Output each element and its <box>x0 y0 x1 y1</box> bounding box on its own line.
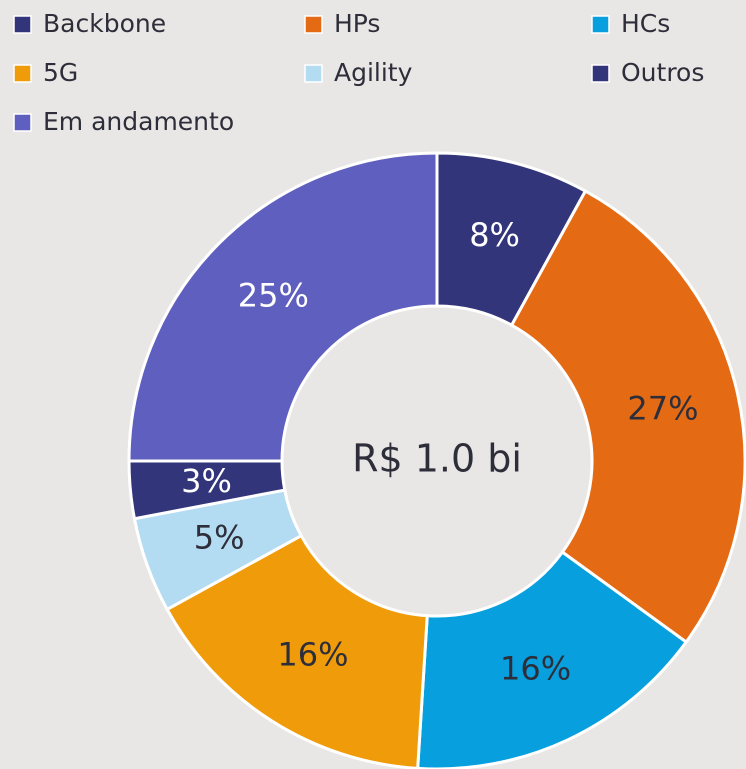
center-label: R$ 1.0 bi <box>352 437 522 481</box>
legend-label: Em andamento <box>43 107 234 136</box>
legend-swatch <box>591 64 610 83</box>
slice <box>509 189 746 645</box>
slice <box>127 151 439 463</box>
slice-label: 25% <box>238 276 309 314</box>
legend-swatch <box>304 15 323 34</box>
slice-label: 27% <box>627 389 698 427</box>
slice-label: 3% <box>181 462 232 500</box>
legend-swatch <box>13 64 32 83</box>
legend-label: HPs <box>334 9 380 38</box>
legend-label: 5G <box>43 58 78 87</box>
slice-label: 16% <box>500 649 571 687</box>
slice-label: 16% <box>277 635 348 673</box>
legend-label: Outros <box>621 58 704 87</box>
legend-swatch <box>304 64 323 83</box>
slice-label: 5% <box>194 518 245 556</box>
legend-swatch <box>591 15 610 34</box>
slice <box>165 533 429 769</box>
legend-label: Backbone <box>43 9 166 38</box>
legend-swatch <box>13 113 32 132</box>
legend-label: Agility <box>334 58 413 87</box>
slice-label: 8% <box>469 216 520 254</box>
legend-swatch <box>13 15 32 34</box>
legend-label: HCs <box>621 9 670 38</box>
